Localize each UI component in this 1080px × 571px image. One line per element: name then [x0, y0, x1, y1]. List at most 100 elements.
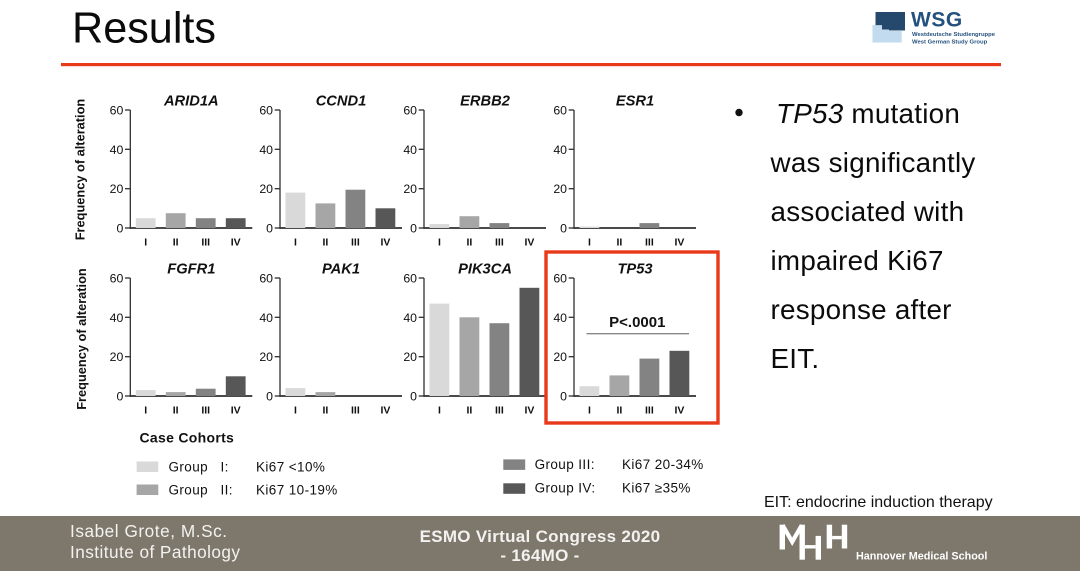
svg-text:60: 60 — [110, 104, 124, 118]
svg-text:Group: Group — [169, 459, 209, 474]
svg-text:ARID1A: ARID1A — [163, 94, 219, 110]
svg-text:III: III — [495, 237, 504, 249]
svg-text:Results: Results — [72, 4, 216, 52]
svg-text:60: 60 — [403, 272, 417, 286]
svg-text:impaired Ki67: impaired Ki67 — [771, 245, 944, 276]
svg-text:II: II — [173, 237, 179, 249]
svg-text:20: 20 — [553, 350, 567, 364]
svg-text:60: 60 — [259, 104, 273, 118]
svg-text:I: I — [588, 405, 591, 417]
svg-text:60: 60 — [553, 272, 567, 286]
svg-text:ESMO Virtual Congress 2020: ESMO Virtual Congress 2020 — [420, 527, 661, 546]
svg-text:I: I — [294, 237, 297, 249]
svg-text:ERBB2: ERBB2 — [460, 94, 511, 110]
svg-text:PIK3CA: PIK3CA — [458, 262, 512, 278]
svg-text:WSG: WSG — [911, 9, 963, 32]
svg-text:IV: IV — [231, 237, 241, 249]
svg-text:III: III — [351, 405, 360, 417]
svg-text:0: 0 — [410, 390, 417, 404]
svg-text:Case Cohorts: Case Cohorts — [140, 429, 235, 445]
svg-text:20: 20 — [403, 350, 417, 364]
svg-text:20: 20 — [110, 350, 124, 364]
svg-text:III: III — [495, 405, 504, 417]
svg-text:60: 60 — [110, 272, 124, 286]
svg-text:Group III:: Group III: — [535, 457, 595, 472]
svg-text:CCND1: CCND1 — [316, 94, 367, 110]
svg-text:Ki67 20-34%: Ki67 20-34% — [622, 457, 704, 472]
svg-text:40: 40 — [110, 143, 124, 157]
svg-text:40: 40 — [403, 311, 417, 325]
svg-text:40: 40 — [259, 143, 273, 157]
svg-text:II: II — [466, 237, 472, 249]
svg-text:II: II — [616, 237, 622, 249]
svg-text:Group: Group — [169, 482, 209, 497]
svg-text:Hannover Medical School: Hannover Medical School — [856, 551, 987, 563]
svg-text:I:: I: — [221, 459, 229, 474]
svg-text:20: 20 — [110, 182, 124, 196]
svg-text:- 164MO -: - 164MO - — [500, 546, 579, 565]
svg-text:Ki67 10-19%: Ki67 10-19% — [256, 482, 338, 497]
svg-text:40: 40 — [553, 311, 567, 325]
svg-text:I: I — [588, 237, 591, 249]
svg-text:Ki67 <10%: Ki67 <10% — [256, 459, 325, 474]
svg-text:40: 40 — [553, 143, 567, 157]
svg-text:III: III — [201, 405, 210, 417]
svg-text:Frequency of alteration: Frequency of alteration — [73, 99, 88, 241]
svg-text:Frequency of alteration: Frequency of alteration — [74, 268, 89, 410]
svg-text:0: 0 — [266, 222, 273, 236]
svg-text:40: 40 — [403, 143, 417, 157]
svg-text:TP53: TP53 — [617, 262, 652, 278]
svg-text:0: 0 — [560, 222, 567, 236]
svg-text:20: 20 — [259, 182, 273, 196]
svg-text:TP53 mutation: TP53 mutation — [776, 98, 960, 129]
svg-text:EIT: endocrine induction thera: EIT: endocrine induction therapy — [764, 494, 993, 511]
svg-text:III: III — [351, 237, 360, 249]
svg-text:was significantly: was significantly — [770, 147, 976, 178]
svg-text:0: 0 — [560, 390, 567, 404]
svg-text:II: II — [466, 405, 472, 417]
svg-text:response after: response after — [771, 294, 952, 325]
svg-text:20: 20 — [259, 350, 273, 364]
svg-text:0: 0 — [410, 222, 417, 236]
svg-text:I: I — [144, 237, 147, 249]
svg-text:IV: IV — [524, 237, 534, 249]
svg-text:II: II — [322, 237, 328, 249]
svg-text:IV: IV — [524, 405, 534, 417]
svg-text:20: 20 — [553, 182, 567, 196]
svg-text:III: III — [201, 237, 210, 249]
svg-text:II: II — [322, 405, 328, 417]
svg-text:60: 60 — [553, 104, 567, 118]
svg-text:III: III — [645, 405, 654, 417]
svg-text:III: III — [645, 237, 654, 249]
svg-text:Westdeutsche Studiengruppe: Westdeutsche Studiengruppe — [912, 32, 996, 38]
svg-text:IV: IV — [674, 237, 684, 249]
svg-text:I: I — [294, 405, 297, 417]
svg-text:II: II — [616, 405, 622, 417]
svg-text:I: I — [438, 237, 441, 249]
svg-text:40: 40 — [110, 311, 124, 325]
svg-text:0: 0 — [116, 222, 123, 236]
svg-text:associated with: associated with — [771, 196, 965, 227]
svg-text:60: 60 — [403, 104, 417, 118]
svg-text:I: I — [438, 405, 441, 417]
svg-text:Group IV:: Group IV: — [535, 481, 596, 496]
svg-text:West German Study Group: West German Study Group — [912, 40, 988, 46]
svg-text:I: I — [144, 405, 147, 417]
svg-text:II:: II: — [221, 482, 233, 497]
svg-text:ESR1: ESR1 — [616, 94, 654, 110]
svg-text:IV: IV — [231, 405, 241, 417]
svg-text:Institute of Pathology: Institute of Pathology — [70, 542, 240, 562]
svg-text:IV: IV — [380, 237, 390, 249]
svg-text:IV: IV — [674, 405, 684, 417]
svg-text:PAK1: PAK1 — [322, 262, 360, 278]
svg-text:FGFR1: FGFR1 — [167, 262, 215, 278]
svg-text:40: 40 — [259, 311, 273, 325]
svg-text:20: 20 — [403, 182, 417, 196]
svg-text:0: 0 — [266, 390, 273, 404]
svg-text:Ki67 ≥35%: Ki67 ≥35% — [622, 481, 691, 496]
svg-text:0: 0 — [116, 390, 123, 404]
svg-text:IV: IV — [380, 405, 390, 417]
svg-text:P<.0001: P<.0001 — [609, 314, 665, 331]
svg-text:II: II — [173, 405, 179, 417]
svg-text:60: 60 — [259, 272, 273, 286]
